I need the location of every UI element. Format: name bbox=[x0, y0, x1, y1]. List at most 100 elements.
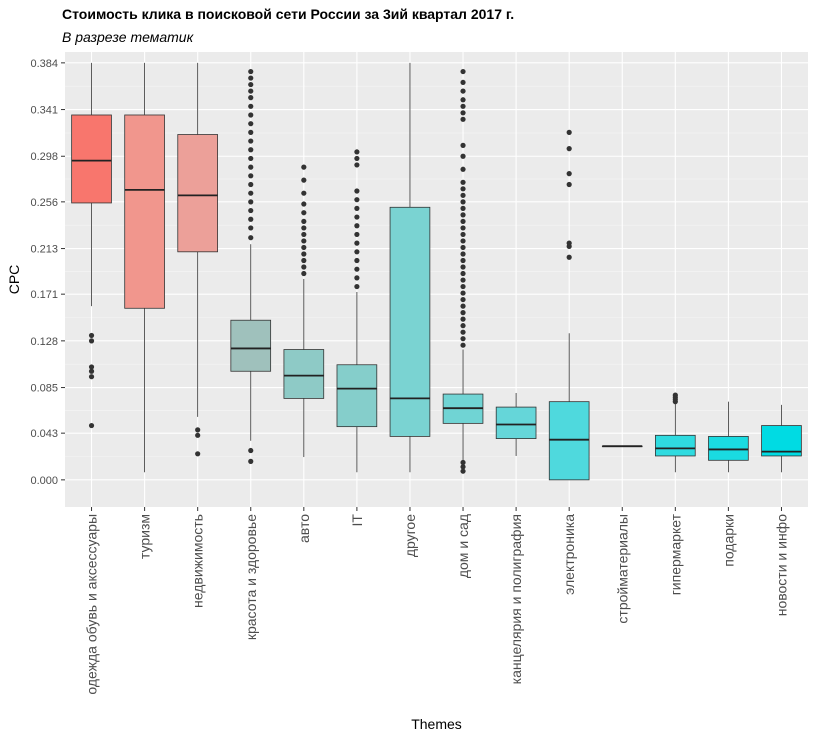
box-body bbox=[283, 349, 325, 399]
outlier-point bbox=[460, 79, 466, 86]
outlier-point bbox=[248, 458, 254, 464]
outlier-point bbox=[248, 225, 254, 231]
outlier-point bbox=[248, 155, 254, 162]
outlier-point bbox=[248, 199, 254, 205]
x-tick-label: подарки bbox=[720, 514, 736, 567]
outlier-point bbox=[460, 192, 466, 198]
outlier-point bbox=[354, 223, 360, 229]
box-4 bbox=[283, 164, 325, 458]
outlier-point bbox=[566, 146, 572, 152]
x-axis-title: Themes bbox=[411, 716, 462, 732]
outlier-point bbox=[195, 427, 201, 433]
outlier-point bbox=[354, 149, 360, 155]
y-tick-label: 0.213 bbox=[30, 244, 58, 256]
outlier-point bbox=[460, 68, 466, 75]
plot-panel bbox=[65, 52, 808, 507]
outlier-point bbox=[248, 95, 254, 101]
box-6 bbox=[389, 62, 431, 473]
outlier-point bbox=[248, 173, 254, 179]
x-tick-label: стройматериалы bbox=[614, 514, 630, 624]
x-tick-label: электроника bbox=[561, 514, 577, 595]
x-tick-label: новости и инфо bbox=[773, 514, 789, 616]
outlier-point bbox=[460, 205, 466, 211]
y-tick-label: 0.298 bbox=[30, 151, 58, 163]
box-body bbox=[124, 114, 165, 309]
outlier-point bbox=[566, 181, 572, 188]
box-11 bbox=[655, 392, 696, 473]
outlier-point bbox=[195, 451, 201, 457]
outlier-point bbox=[566, 129, 572, 135]
chart-subtitle: В разрезе тематик bbox=[62, 29, 194, 45]
outlier-point bbox=[301, 238, 307, 244]
outlier-point bbox=[301, 257, 307, 264]
outlier-point bbox=[460, 179, 466, 185]
outlier-point bbox=[460, 323, 466, 329]
outlier-point bbox=[248, 216, 254, 222]
outlier-point bbox=[460, 329, 466, 335]
outlier-point bbox=[460, 238, 466, 244]
outlier-point bbox=[248, 190, 254, 196]
outlier-point bbox=[195, 432, 201, 438]
outlier-point bbox=[566, 240, 572, 246]
outlier-point bbox=[248, 81, 254, 88]
outlier-point bbox=[460, 225, 466, 231]
outlier-point bbox=[248, 68, 254, 75]
outlier-point bbox=[460, 468, 466, 474]
outlier-point bbox=[354, 257, 360, 264]
y-tick-label: 0.256 bbox=[30, 197, 58, 209]
x-tick-label: дом и сад bbox=[455, 514, 471, 578]
outlier-point bbox=[460, 336, 466, 342]
box-3 bbox=[230, 68, 272, 464]
outlier-point bbox=[460, 251, 466, 257]
outlier-point bbox=[301, 201, 307, 207]
outlier-point bbox=[460, 303, 466, 309]
outlier-point bbox=[460, 142, 466, 148]
outlier-point bbox=[460, 277, 466, 283]
x-tick-label: гипермаркет bbox=[667, 513, 683, 595]
outlier-point bbox=[354, 155, 360, 162]
outlier-point bbox=[248, 181, 254, 188]
outlier-point bbox=[301, 218, 307, 225]
outlier-point bbox=[301, 210, 307, 216]
x-tick-label: другое bbox=[402, 514, 418, 557]
outlier-point bbox=[248, 112, 254, 118]
outlier-point bbox=[672, 392, 678, 398]
box-body bbox=[495, 406, 537, 439]
outlier-point bbox=[248, 138, 254, 144]
outlier-point bbox=[248, 121, 254, 127]
x-tick-label: красота и здоровье bbox=[243, 514, 259, 640]
outlier-point bbox=[248, 129, 254, 135]
outlier-point bbox=[460, 296, 466, 303]
y-tick-label: 0.085 bbox=[30, 383, 58, 395]
outlier-point bbox=[460, 103, 466, 109]
outlier-point bbox=[460, 257, 466, 264]
box-7 bbox=[442, 68, 484, 474]
box-10 bbox=[601, 445, 643, 448]
x-tick-label: авто bbox=[296, 514, 312, 543]
box-1 bbox=[124, 62, 165, 473]
x-tick-label: IT bbox=[349, 514, 365, 527]
outlier-point bbox=[354, 214, 360, 220]
outlier-point bbox=[301, 177, 307, 183]
outlier-point bbox=[301, 264, 307, 270]
outlier-point bbox=[354, 275, 360, 281]
outlier-point bbox=[460, 97, 466, 103]
outlier-point bbox=[460, 88, 466, 94]
outlier-point bbox=[354, 231, 360, 238]
outlier-point bbox=[301, 190, 307, 196]
outlier-point bbox=[88, 332, 95, 339]
box-body bbox=[655, 434, 696, 457]
outlier-point bbox=[460, 212, 466, 218]
outlier-point bbox=[88, 364, 95, 370]
outlier-point bbox=[301, 270, 307, 277]
box-body bbox=[177, 134, 218, 253]
box-9 bbox=[548, 129, 590, 481]
box-body bbox=[389, 206, 431, 437]
x-tick-label: недвижимость bbox=[190, 514, 206, 608]
chart-title: Стоимость клика в поисковой сети России … bbox=[62, 6, 515, 22]
outlier-point bbox=[460, 166, 466, 172]
outlier-point bbox=[460, 342, 466, 348]
outlier-point bbox=[460, 244, 466, 251]
